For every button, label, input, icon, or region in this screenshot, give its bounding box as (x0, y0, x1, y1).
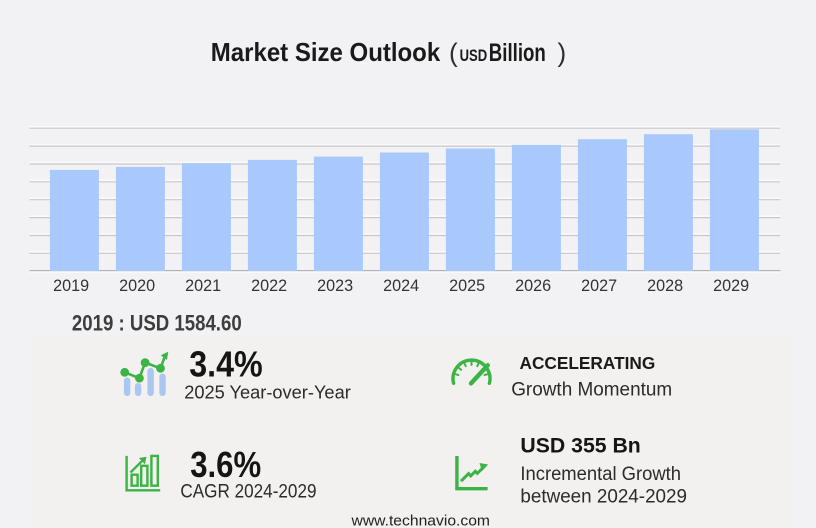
svg-text:ACCELERATING: ACCELERATING (520, 353, 656, 373)
svg-text:2026: 2026 (515, 276, 551, 295)
svg-text:2020: 2020 (119, 276, 155, 295)
svg-text:2022: 2022 (251, 276, 287, 295)
svg-text:2028: 2028 (647, 276, 683, 295)
svg-text:2027: 2027 (581, 276, 617, 295)
svg-text:3.6%: 3.6% (190, 445, 261, 485)
svg-text:USD: USD (460, 47, 488, 65)
svg-text:2021: 2021 (185, 276, 221, 295)
svg-text:(: ( (449, 38, 458, 68)
svg-text:Market Size Outlook: Market Size Outlook (211, 37, 441, 67)
svg-text:2023: 2023 (317, 276, 353, 295)
svg-text:www.technavio.com: www.technavio.com (350, 513, 490, 528)
svg-text:between 2024-2029: between 2024-2029 (520, 487, 687, 508)
svg-text:): ) (558, 38, 567, 68)
svg-text:USD 355 Bn: USD 355 Bn (520, 435, 640, 458)
svg-text:Billion: Billion (489, 39, 546, 67)
svg-text:2025: 2025 (449, 276, 485, 295)
svg-text:Growth Momentum: Growth Momentum (511, 380, 672, 401)
svg-text:2019 : USD 1584.60: 2019 : USD 1584.60 (72, 311, 242, 336)
svg-text:3.4%: 3.4% (189, 344, 263, 385)
svg-text:2025 Year-over-Year: 2025 Year-over-Year (184, 381, 351, 402)
svg-text:2029: 2029 (713, 276, 749, 295)
svg-text:CAGR 2024-2029: CAGR 2024-2029 (180, 482, 316, 503)
svg-text:Incremental Growth: Incremental Growth (520, 464, 681, 485)
svg-text:2024: 2024 (383, 276, 419, 295)
svg-text:2019: 2019 (53, 276, 89, 295)
